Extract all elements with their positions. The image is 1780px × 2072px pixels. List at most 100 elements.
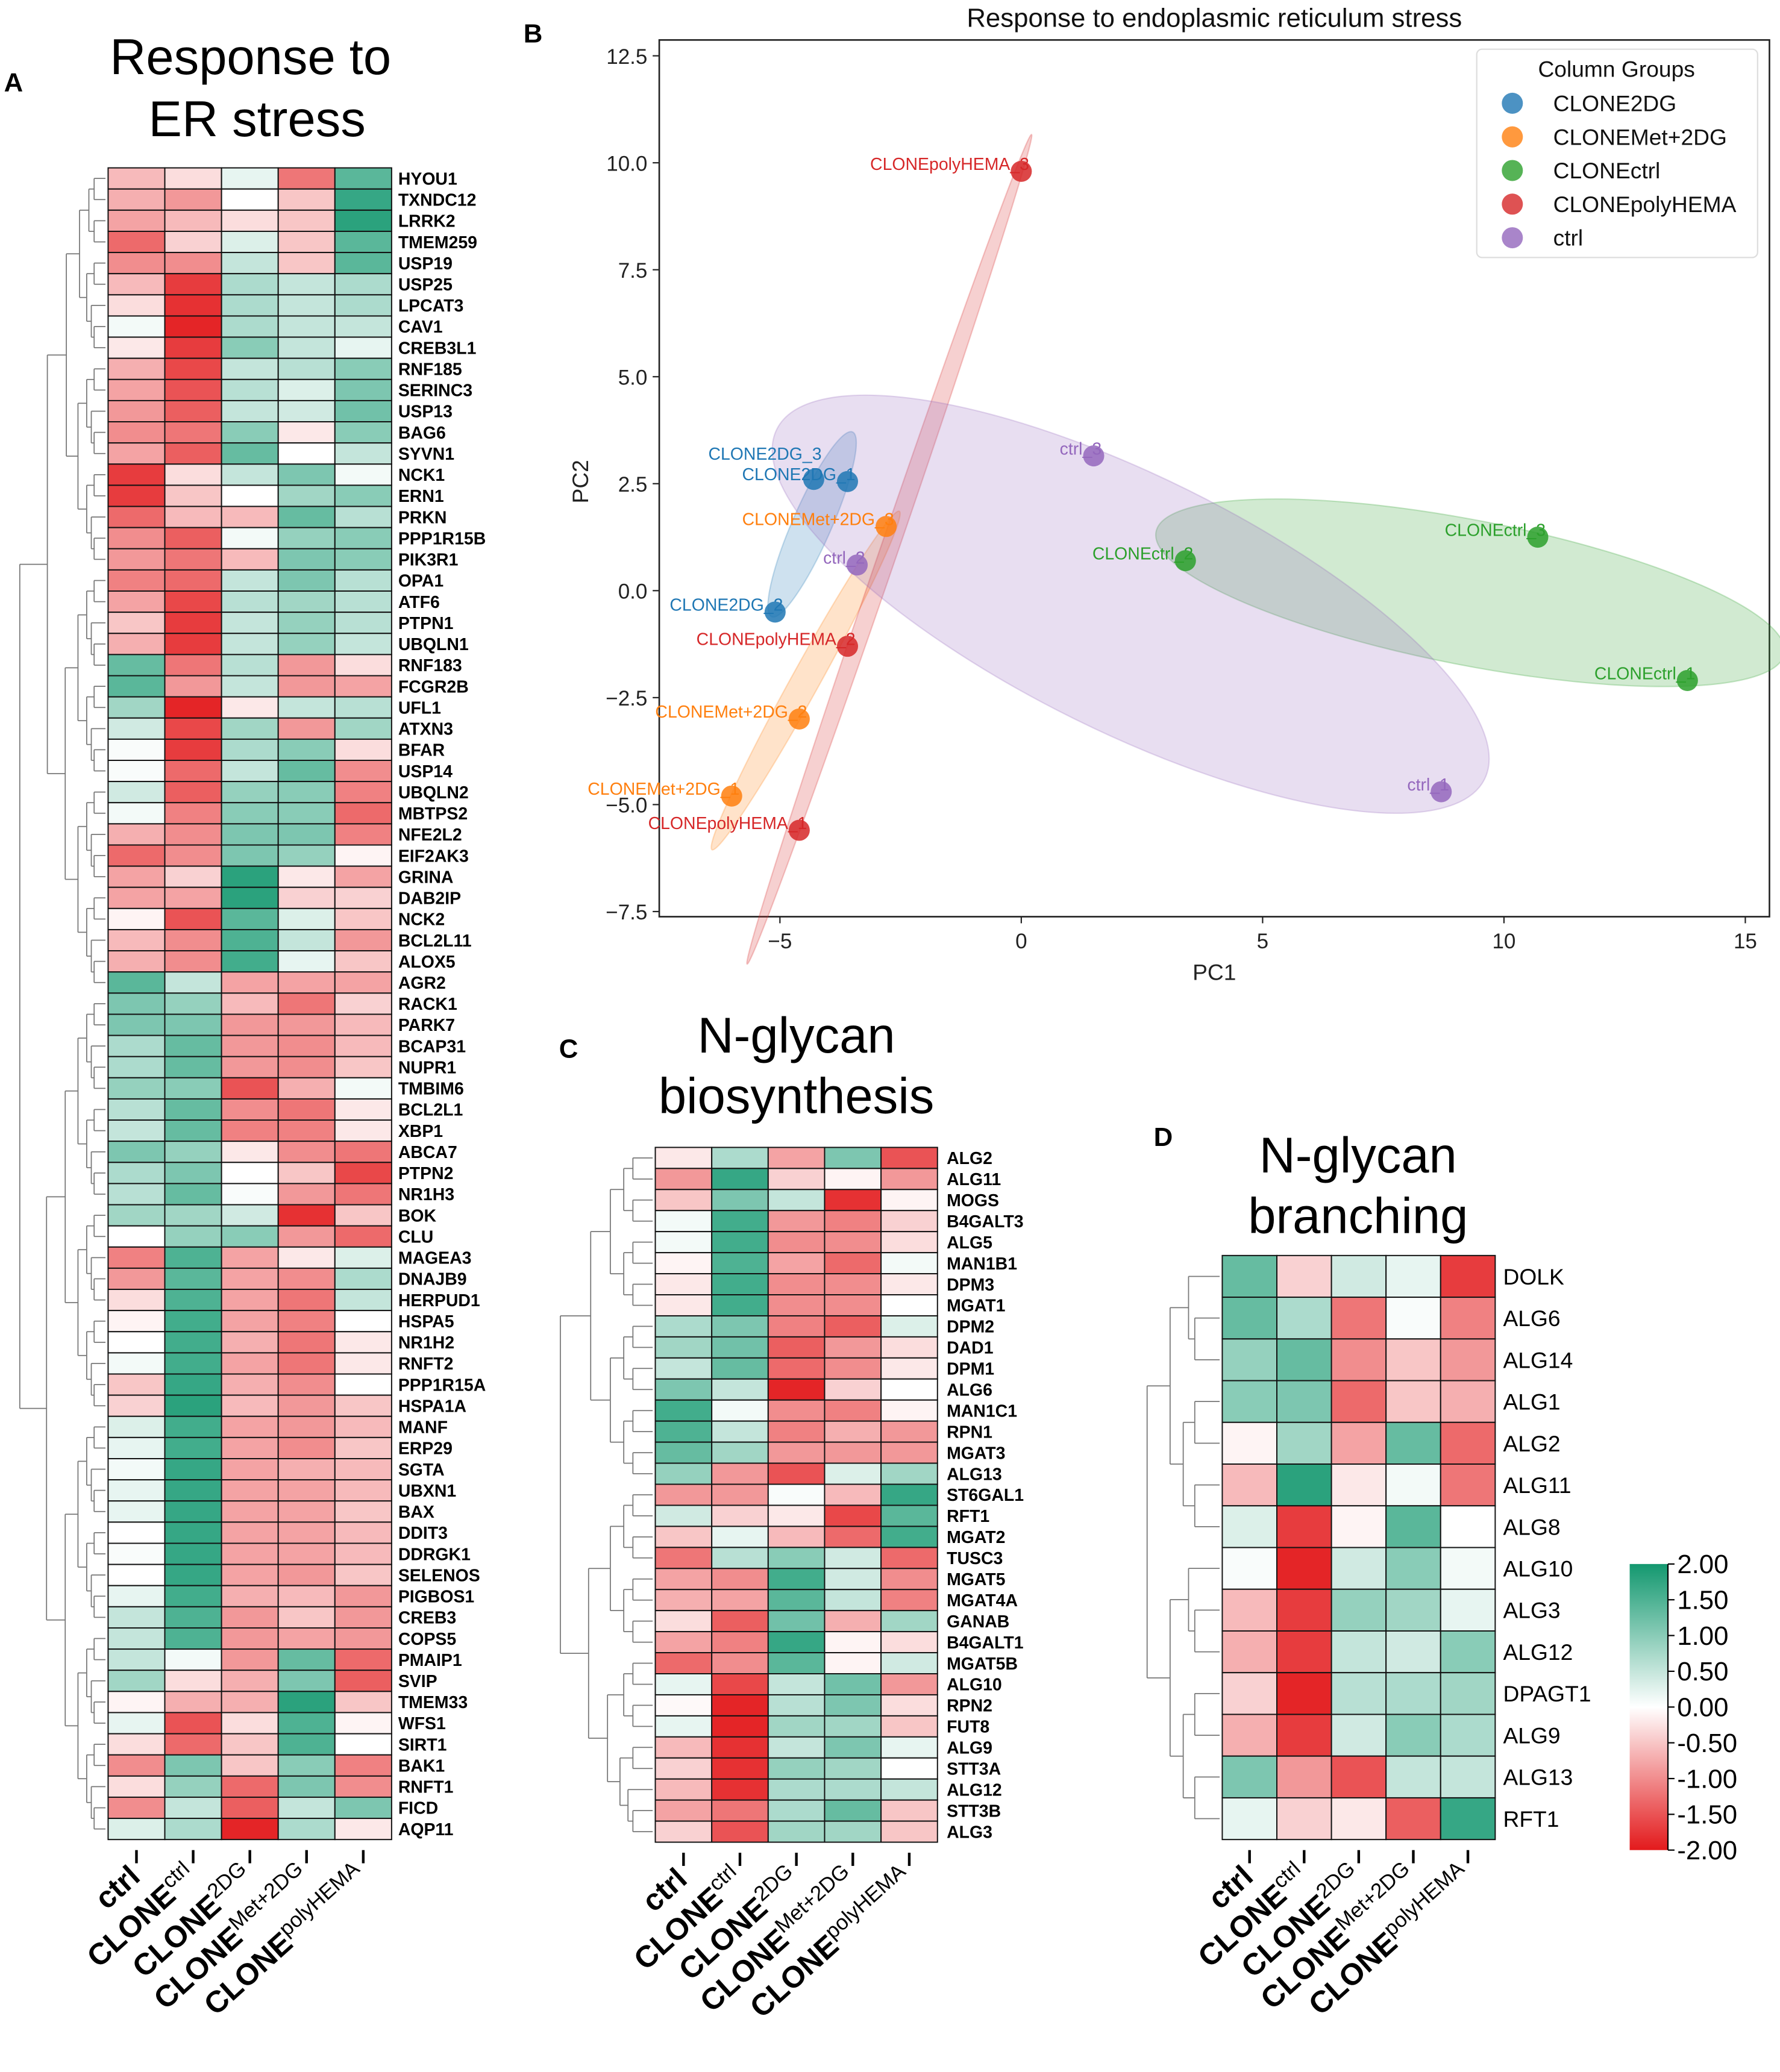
data-point bbox=[764, 601, 786, 623]
heatmap-cell bbox=[277, 484, 336, 507]
heatmap-cell bbox=[880, 1526, 938, 1548]
gene-label: UBXN1 bbox=[398, 1482, 457, 1501]
heatmap-cell bbox=[334, 1670, 392, 1692]
heatmap-cell bbox=[1221, 1297, 1277, 1340]
heatmap-cell bbox=[880, 1483, 938, 1506]
heatmap-cell bbox=[277, 654, 336, 677]
heatmap-cell bbox=[221, 230, 279, 254]
gene-label: MGAT2 bbox=[947, 1528, 1005, 1547]
heatmap-cell bbox=[1330, 1672, 1387, 1715]
heatmap-cell bbox=[1440, 1672, 1496, 1715]
heatmap-cell bbox=[277, 992, 336, 1015]
panel-label-a: A bbox=[4, 68, 24, 98]
heatmap-cell bbox=[334, 1691, 392, 1714]
heatmap-cell bbox=[334, 675, 392, 698]
heatmap-cell bbox=[1385, 1297, 1441, 1340]
heatmap-cell bbox=[107, 992, 166, 1015]
heatmap-cell bbox=[1330, 1421, 1387, 1465]
data-point bbox=[803, 469, 824, 490]
pca-x-axis-label: PC1 bbox=[1192, 960, 1236, 985]
gene-label: MGAT5B bbox=[947, 1654, 1018, 1674]
heatmap-cell bbox=[1330, 1547, 1387, 1590]
heatmap-cell bbox=[880, 1420, 938, 1443]
gene-label: PTPN1 bbox=[398, 614, 454, 633]
heatmap-cell bbox=[711, 1357, 769, 1380]
heatmap-cell bbox=[277, 1331, 336, 1354]
heatmap-cell bbox=[221, 1542, 279, 1565]
gene-label: BCL2L1 bbox=[398, 1101, 463, 1120]
heatmap-cell bbox=[654, 1441, 713, 1464]
heatmap-cell bbox=[164, 1627, 222, 1650]
heatmap-cell bbox=[824, 1631, 882, 1654]
heatmap-cell bbox=[334, 886, 392, 909]
gene-label: PRKN bbox=[398, 508, 447, 527]
heatmap-cell bbox=[164, 612, 222, 634]
heatmap-cell bbox=[277, 1648, 336, 1671]
heatmap-cell bbox=[1330, 1338, 1387, 1382]
heatmap-cell bbox=[164, 1246, 222, 1269]
heatmap-cell bbox=[334, 548, 392, 571]
heatmap-cell bbox=[107, 1141, 166, 1163]
heatmap-cell bbox=[654, 1231, 713, 1254]
data-point bbox=[721, 785, 742, 807]
heatmap-cell bbox=[334, 1310, 392, 1333]
heatmap-cell bbox=[221, 844, 279, 867]
heatmap-cell bbox=[824, 1294, 882, 1316]
gene-label: TUSC3 bbox=[947, 1549, 1003, 1568]
heatmap-cell bbox=[164, 992, 222, 1015]
heatmap-cell bbox=[334, 188, 392, 211]
heatmap-cell bbox=[277, 696, 336, 719]
heatmap-cell bbox=[107, 950, 166, 973]
heatmap-cell bbox=[107, 928, 166, 952]
heatmap-cell bbox=[824, 1799, 882, 1822]
heatmap-cell bbox=[107, 378, 166, 401]
heatmap-cell bbox=[107, 1183, 166, 1206]
er-stress-title-line-1: Response to bbox=[110, 29, 391, 85]
heatmap-cell bbox=[221, 421, 279, 444]
heatmap-cell bbox=[767, 1757, 826, 1780]
heatmap-cell bbox=[1330, 1588, 1387, 1632]
confidence-ellipse-ctrl bbox=[771, 394, 1490, 814]
heatmap-cell bbox=[277, 1162, 336, 1185]
gene-label: MBTPS2 bbox=[398, 804, 468, 824]
heatmap-cell bbox=[334, 823, 392, 846]
colorbar-gradient bbox=[1629, 1563, 1669, 1850]
gene-label: TXNDC12 bbox=[398, 191, 477, 210]
gene-label: ALG10 bbox=[947, 1676, 1002, 1695]
heatmap-cell bbox=[221, 1585, 279, 1607]
legend-title: Column Groups bbox=[1538, 57, 1694, 82]
heatmap-cell bbox=[164, 802, 222, 825]
heatmap-cell bbox=[277, 421, 336, 444]
heatmap-cell bbox=[221, 612, 279, 634]
heatmap-cell bbox=[107, 1162, 166, 1185]
heatmap-cell bbox=[164, 1479, 222, 1502]
heatmap-cell bbox=[221, 1606, 279, 1629]
heatmap-cell bbox=[277, 1352, 336, 1375]
nglycan-biosynthesis-title-line-2: biosynthesis bbox=[659, 1068, 934, 1124]
heatmap-cell bbox=[107, 209, 166, 232]
heatmap-cell bbox=[767, 1715, 826, 1738]
heatmap-cell bbox=[107, 844, 166, 867]
heatmap-cell bbox=[1276, 1755, 1332, 1798]
gene-label: PPP1R15B bbox=[398, 529, 486, 548]
heatmap-cell bbox=[107, 590, 166, 613]
gene-label: DDRGK1 bbox=[398, 1545, 471, 1564]
heatmap-cell bbox=[880, 1231, 938, 1254]
gene-label: ALG1 bbox=[1503, 1389, 1560, 1415]
heatmap-cell bbox=[824, 1652, 882, 1674]
heatmap-cell bbox=[654, 1715, 713, 1738]
heatmap-cell bbox=[164, 1691, 222, 1714]
heatmap-cell bbox=[880, 1757, 938, 1780]
heatmap-cell bbox=[221, 1162, 279, 1185]
gene-label: AGR2 bbox=[398, 974, 446, 993]
heatmap-cell bbox=[221, 1373, 279, 1396]
row-dendrogram bbox=[19, 178, 106, 1830]
gene-label: FICD bbox=[398, 1799, 438, 1818]
heatmap-cell bbox=[1330, 1714, 1387, 1757]
heatmap-cell bbox=[107, 1119, 166, 1142]
gene-label: MGAT5 bbox=[947, 1570, 1006, 1589]
heatmap-cell bbox=[824, 1736, 882, 1759]
heatmap-cell bbox=[654, 1526, 713, 1548]
heatmap-cell bbox=[334, 421, 392, 444]
